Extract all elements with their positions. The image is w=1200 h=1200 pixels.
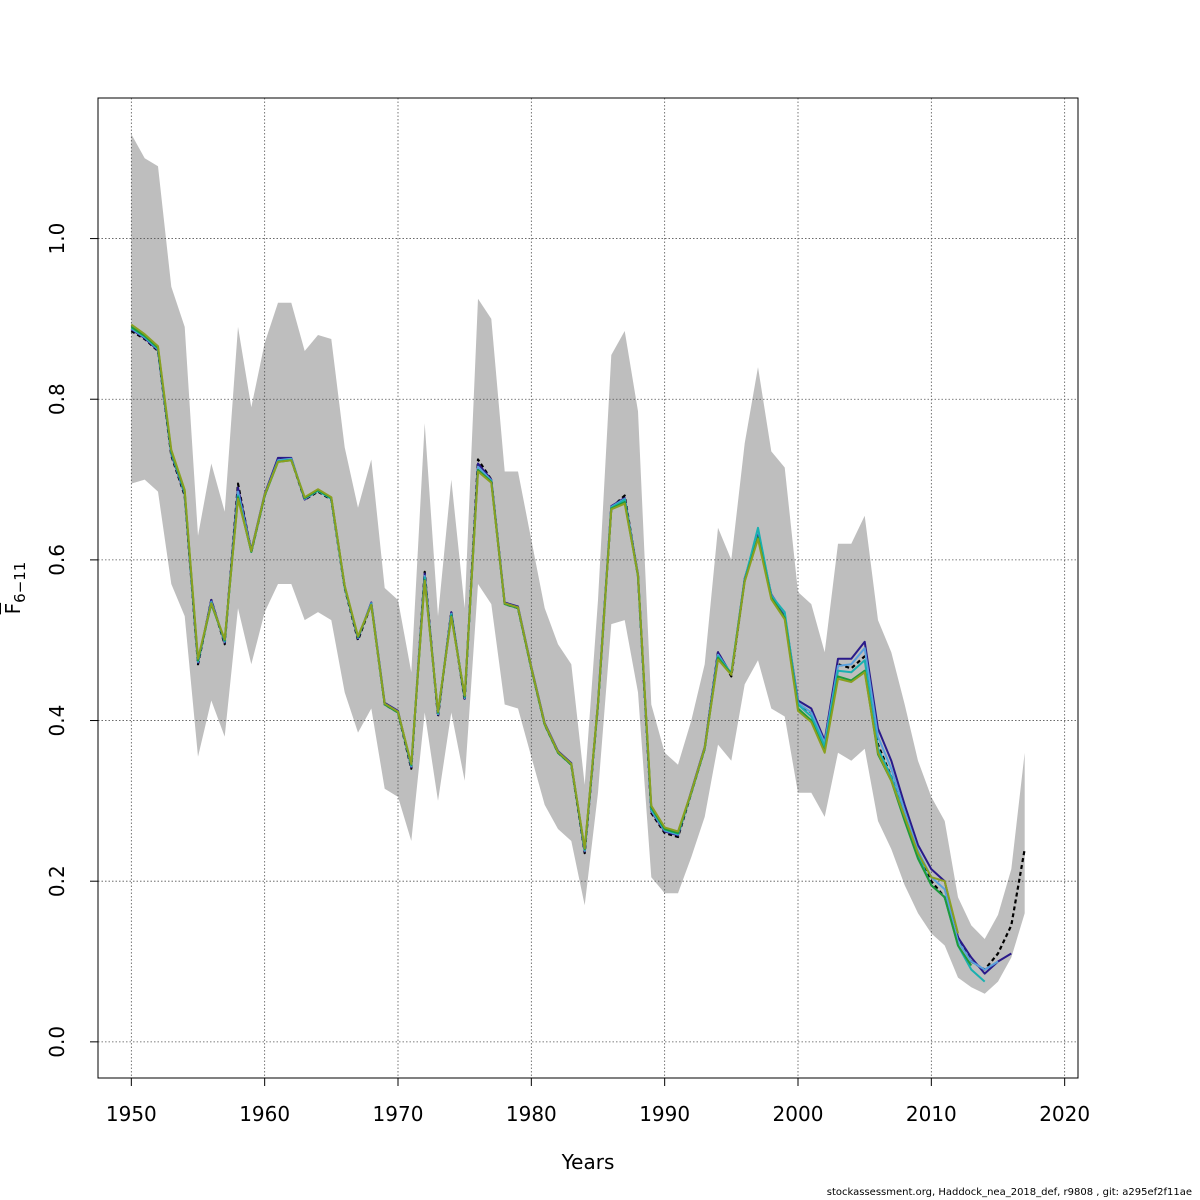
y-tick-label-group: 0.0 (45, 1026, 69, 1058)
y-tick-label: 0.0 (45, 1026, 69, 1058)
x-tick-label: 2010 (906, 1102, 957, 1126)
y-tick-label-group: 0.4 (45, 705, 69, 737)
y-axis: 0.0 0.2 0.4 0.6 0.8 1.0 (45, 223, 99, 1058)
x-tick-label: 1970 (373, 1102, 424, 1126)
y-tick-label-group: 1.0 (45, 223, 69, 255)
x-tick-label: 1990 (639, 1102, 690, 1126)
y-tick-label-group: 0.8 (45, 383, 69, 415)
x-axis-title: Years (561, 1150, 615, 1174)
y-axis-title-subscript: 6−11 (11, 562, 29, 603)
x-tick-label: 1960 (239, 1102, 290, 1126)
footer-credit: stockassessment.org, Haddock_nea_2018_de… (826, 1187, 1192, 1198)
y-tick-label: 0.4 (45, 705, 69, 737)
y-axis-title: F6−11 (1, 562, 29, 615)
y-tick-label: 0.2 (45, 865, 69, 897)
confidence-band-layer (131, 134, 1025, 994)
x-tick-label: 2000 (773, 1102, 824, 1126)
confidence-band (131, 134, 1025, 994)
x-tick-label: 1950 (106, 1102, 157, 1126)
y-tick-label-group: 0.6 (45, 544, 69, 576)
y-axis-title-main: F (1, 603, 25, 615)
series-line-6 (130, 323, 959, 934)
x-tick-label: 1980 (506, 1102, 557, 1126)
y-tick-label: 0.8 (45, 383, 69, 415)
svg-text:F6−11: F6−11 (1, 562, 29, 615)
x-tick-label: 2020 (1039, 1102, 1090, 1126)
series-layer (130, 323, 1026, 983)
x-axis: 1950 1960 1970 1980 1990 2000 2010 2020 (106, 1077, 1090, 1126)
y-tick-label-group: 0.2 (45, 865, 69, 897)
y-tick-label: 1.0 (45, 223, 69, 255)
y-tick-label: 0.6 (45, 544, 69, 576)
grid-layer (98, 98, 1078, 1078)
